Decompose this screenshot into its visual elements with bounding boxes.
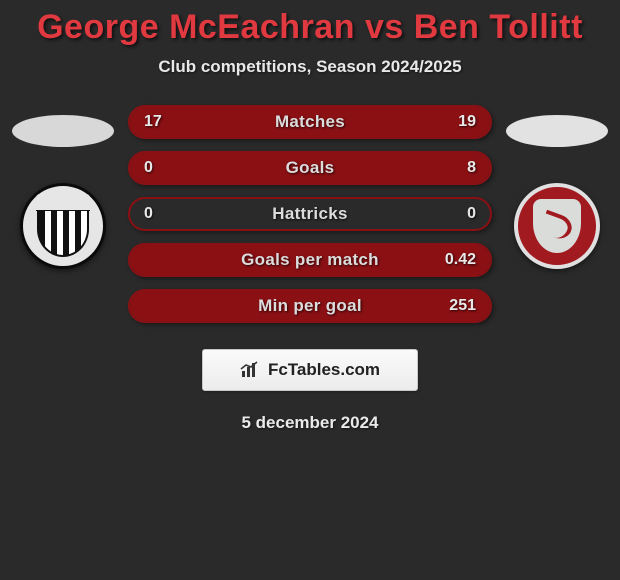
brand-row: FcTables.com (0, 349, 620, 391)
brand-text: FcTables.com (268, 360, 380, 380)
subtitle: Club competitions, Season 2024/2025 (0, 57, 620, 77)
comparison-card: George McEachran vs Ben Tollitt Club com… (0, 0, 620, 433)
grimsby-crest-icon (37, 195, 89, 257)
chart-icon (240, 361, 262, 379)
player1-name: George McEachran (37, 8, 355, 46)
brand-box[interactable]: FcTables.com (202, 349, 418, 391)
date-line: 5 december 2024 (0, 413, 620, 433)
page-title: George McEachran vs Ben Tollitt (0, 8, 620, 47)
stat-value-left: 0 (144, 205, 153, 223)
stat-label: Min per goal (258, 296, 362, 316)
body: 17 Matches 19 0 Goals 8 0 Hattricks 0 Goals per m… (0, 105, 620, 335)
stat-row: 17 Matches 19 (128, 105, 492, 139)
player2-avatar-placeholder (506, 115, 608, 147)
stat-label: Matches (275, 112, 345, 132)
stat-value-right: 251 (449, 297, 476, 315)
right-column (502, 105, 612, 269)
stat-row: Min per goal 251 (128, 289, 492, 323)
brand-suffix: .com (340, 360, 380, 379)
stat-value-left: 0 (144, 159, 153, 177)
morecambe-crest-icon (533, 199, 581, 253)
shrimp-icon (539, 210, 575, 243)
stat-value-left: 17 (144, 113, 162, 131)
stat-row: 0 Hattricks 0 (128, 197, 492, 231)
brand-name: FcTables (268, 360, 340, 379)
stat-value-right: 0 (467, 205, 476, 223)
stat-row: Goals per match 0.42 (128, 243, 492, 277)
stats-column: 17 Matches 19 0 Goals 8 0 Hattricks 0 Goals per m… (118, 105, 502, 335)
player1-avatar-placeholder (12, 115, 114, 147)
stat-label: Goals per match (241, 250, 379, 270)
left-column (8, 105, 118, 269)
vs-word: vs (365, 8, 404, 46)
stat-value-right: 0.42 (445, 251, 476, 269)
stat-row: 0 Goals 8 (128, 151, 492, 185)
player2-club-badge (514, 183, 600, 269)
player2-name: Ben Tollitt (414, 8, 583, 46)
stat-label: Hattricks (272, 204, 347, 224)
player1-club-badge (20, 183, 106, 269)
stat-value-right: 19 (458, 113, 476, 131)
stat-label: Goals (286, 158, 335, 178)
stat-value-right: 8 (467, 159, 476, 177)
